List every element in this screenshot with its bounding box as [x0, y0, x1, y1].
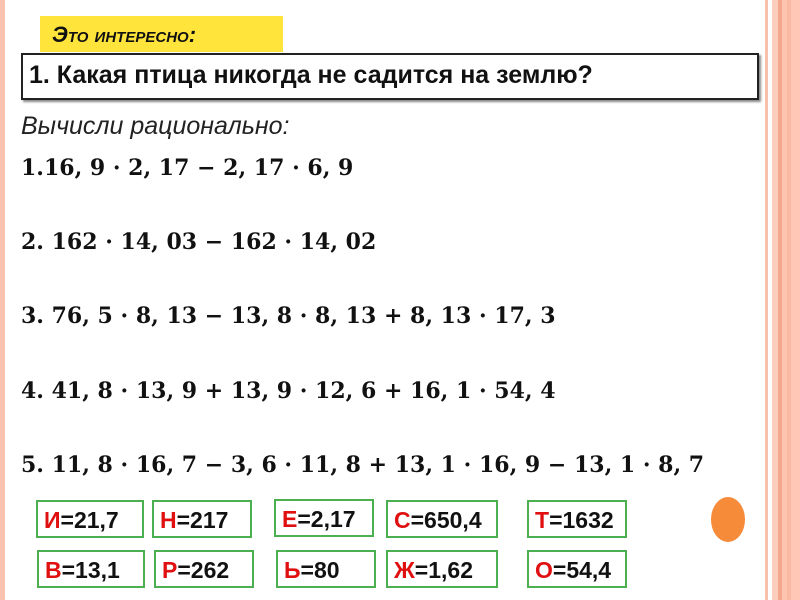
- answer-letter: Е: [282, 506, 298, 532]
- badge-text: Это интересно:: [52, 22, 197, 47]
- answer-value: =217: [176, 507, 229, 533]
- answer-card: Н=217: [152, 500, 252, 538]
- answer-card: Е=2,17: [274, 499, 374, 537]
- answer-value: =21,7: [60, 507, 119, 533]
- instruction: Вычисли рационально:: [21, 112, 290, 140]
- answer-value: =80: [300, 557, 340, 583]
- answer-letter: Ж: [394, 557, 415, 583]
- expression-2: 2. 162 · 14, 03 − 162 · 14, 02: [21, 229, 377, 255]
- left-border: [0, 0, 5, 600]
- expression-3: 3. 76, 5 · 8, 13 − 13, 8 · 8, 13 + 8, 13…: [21, 303, 556, 329]
- answer-value: =13,1: [61, 557, 120, 583]
- answer-value: =1632: [549, 507, 614, 533]
- answer-value: =650,4: [410, 507, 482, 533]
- answer-card: С=650,4: [386, 500, 498, 538]
- answer-letter: В: [45, 557, 62, 583]
- answer-card: Ь=80: [276, 550, 376, 588]
- answer-card: И=21,7: [36, 500, 144, 538]
- answer-card: Ж=1,62: [386, 550, 498, 588]
- answer-card: О=54,4: [527, 550, 627, 588]
- expression-1: 1.16, 9 · 2, 17 − 2, 17 · 6, 9: [21, 155, 354, 181]
- expression-4: 4. 41, 8 · 13, 9 + 13, 9 · 12, 6 + 16, 1…: [21, 378, 556, 404]
- question-text: 1. Какая птица никогда не садится на зем…: [29, 61, 593, 89]
- answer-letter: Н: [160, 507, 177, 533]
- answer-card: Т=1632: [527, 500, 627, 538]
- answer-value: =262: [177, 557, 230, 583]
- answer-letter: Т: [535, 507, 550, 533]
- question-box: 1. Какая птица никогда не садится на зем…: [21, 53, 759, 100]
- answer-value: =54,4: [552, 557, 612, 583]
- answer-letter: Ь: [284, 557, 301, 583]
- orange-circle: [711, 497, 745, 542]
- right-border: [765, 0, 800, 600]
- answer-letter: Р: [162, 557, 178, 583]
- answer-value: =2,17: [297, 506, 356, 532]
- answer-letter: С: [394, 507, 411, 533]
- answer-card: Р=262: [154, 550, 254, 588]
- interesting-badge: Это интересно:: [40, 16, 283, 52]
- answer-card: В=13,1: [37, 550, 145, 588]
- answer-value: =1,62: [414, 557, 473, 583]
- expression-5: 5. 11, 8 · 16, 7 − 3, 6 · 11, 8 + 13, 1 …: [21, 452, 705, 478]
- answer-letter: И: [44, 507, 61, 533]
- answer-letter: О: [535, 557, 553, 583]
